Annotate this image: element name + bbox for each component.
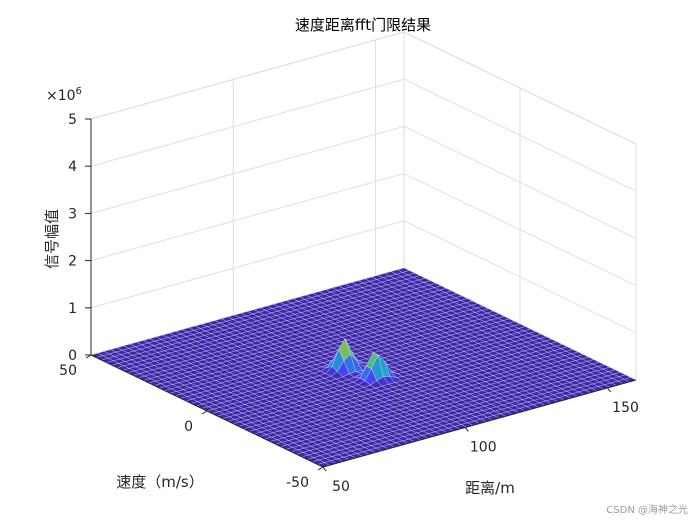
z-tick-label: 1 [68,301,77,317]
z-tick-label: 4 [68,159,77,175]
x-axis-label: 距离/m [465,479,515,497]
y-tick [317,466,324,471]
chart-title: 速度距离fft门限结果 [295,16,431,34]
z-tick-label: 5 [68,112,77,128]
x-tick-label: 150 [612,400,639,416]
z-tick-label: 3 [68,206,77,222]
y-tick-label: 0 [184,419,193,435]
surface-mesh [90,267,637,468]
x-axis-line [322,379,637,468]
y-tick-label: 50 [59,363,77,379]
y-tick-label: -50 [286,475,309,491]
watermark: CSDN @海神之光 [606,503,688,516]
z-tick-label: 0 [68,348,77,364]
z-tick-label: 2 [68,254,77,270]
x-tick [464,427,469,432]
y-tick [201,410,208,415]
z-exponent: ×106 [46,86,82,104]
y-axis-label: 速度（m/s） [116,473,203,491]
x-tick-label: 100 [470,439,497,455]
x-tick-label: 50 [332,479,350,495]
x-tick [607,387,611,393]
x-tick [322,466,327,472]
z-axis-label: 信号幅值 [43,209,61,269]
